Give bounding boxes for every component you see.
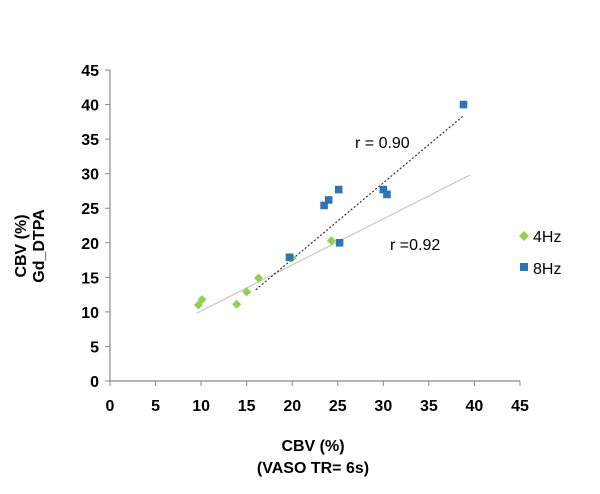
x-axis-title-line2: (VASO TR= 6s) xyxy=(257,460,369,477)
x-tick-label: 15 xyxy=(238,398,256,415)
y-tick-label: 35 xyxy=(81,132,99,149)
x-axis-title-line1: CBV (%) xyxy=(281,438,344,455)
legend-item-8hz: 8Hz xyxy=(520,261,561,278)
fit-lines xyxy=(196,115,471,314)
point-square xyxy=(335,238,344,247)
legend-label-8hz: 8Hz xyxy=(533,261,561,278)
legend-item-4hz: 4Hz xyxy=(519,229,561,246)
point-diamond xyxy=(254,273,264,283)
x-tick-label: 10 xyxy=(192,398,210,415)
x-tick-label: 30 xyxy=(374,398,392,415)
x-tick-label: 0 xyxy=(106,398,115,415)
annotation-r-8hz: r = 0.90 xyxy=(355,135,410,152)
x-tick-label: 20 xyxy=(283,398,301,415)
point-diamond xyxy=(232,299,242,309)
y-tick-label: 10 xyxy=(81,305,99,322)
x-tick-label: 45 xyxy=(511,398,529,415)
x-tick-label: 5 xyxy=(151,398,160,415)
point-square xyxy=(459,100,468,109)
point-square xyxy=(383,190,391,199)
y-axis-title: CBV (%) Gd_DTPA xyxy=(13,209,48,283)
legend-label-4hz: 4Hz xyxy=(533,229,561,246)
axes: 0 5 10 15 20 25 30 35 40 45 0 5 10 15 20 25 30 35 40 45 xyxy=(81,63,529,415)
y-axis-title-line2: Gd_DTPA xyxy=(31,209,48,283)
point-diamond xyxy=(242,287,252,297)
y-tick-label: 20 xyxy=(81,236,99,253)
y-tick-label: 0 xyxy=(90,374,99,391)
x-tick-label: 35 xyxy=(420,398,438,415)
y-tick-label: 15 xyxy=(81,270,99,287)
annotation-r-4hz: r =0.92 xyxy=(390,237,440,254)
point-square xyxy=(285,253,294,262)
y-tick-label: 45 xyxy=(81,63,99,80)
data-points xyxy=(193,100,468,310)
point-diamond xyxy=(197,294,207,304)
y-axis-title-line1: CBV (%) xyxy=(13,214,30,277)
x-tick-label: 40 xyxy=(466,398,484,415)
y-tick-label: 30 xyxy=(81,167,99,184)
point-diamond xyxy=(326,236,336,246)
legend-diamond-icon xyxy=(519,231,529,241)
x-tick-label: 25 xyxy=(329,398,347,415)
y-tick-label: 25 xyxy=(81,201,99,218)
legend-square-icon xyxy=(520,263,528,271)
legend: 4Hz 8Hz xyxy=(519,229,561,278)
point-square xyxy=(324,196,333,204)
y-tick-label: 40 xyxy=(81,98,99,115)
fit-line-0 xyxy=(196,174,471,314)
point-diamond xyxy=(193,300,203,310)
point-square xyxy=(320,201,328,210)
y-tick-label: 5 xyxy=(90,339,99,356)
point-square xyxy=(334,185,343,194)
point-square xyxy=(379,185,388,194)
